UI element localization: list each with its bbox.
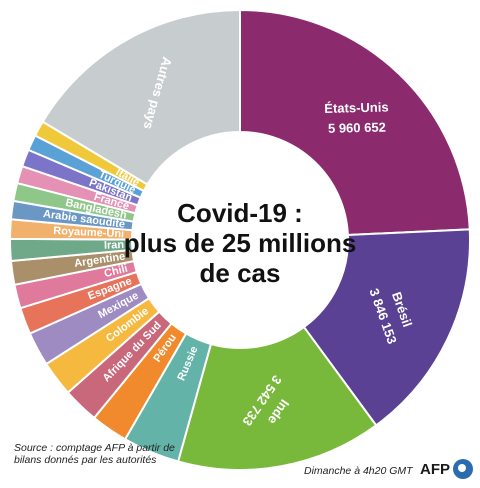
value-label-etats-unis: 5 960 652 bbox=[328, 120, 386, 136]
label-text-chili: Chili bbox=[103, 263, 129, 280]
slice-etats-unis bbox=[239, 8, 471, 237]
label-text-iran: Iran bbox=[104, 239, 125, 252]
source-note: Source : comptage AFP à partir de bilans… bbox=[14, 442, 175, 466]
logo-circle-icon bbox=[453, 459, 473, 479]
label-iran: Iran bbox=[104, 239, 125, 252]
afp-logo: AFP bbox=[420, 459, 473, 479]
label-text-etats-unis: États-Unis bbox=[324, 99, 389, 115]
title-line-3: de cas bbox=[199, 258, 281, 288]
label-etats-unis: États-Unis 5 960 652 bbox=[324, 99, 389, 135]
title-line-1: Covid-19 : bbox=[177, 198, 303, 228]
logo-text: AFP bbox=[420, 460, 450, 478]
slice-inde bbox=[176, 325, 378, 471]
slice-bresil bbox=[302, 228, 471, 427]
chart-title: Covid-19 : plus de 25 millions de cas bbox=[120, 198, 360, 288]
dateline: Dimanche à 4h20 GMT bbox=[304, 465, 413, 477]
slice-autres-pays bbox=[41, 8, 241, 186]
label-chili: Chili bbox=[103, 263, 129, 280]
title-line-2: plus de 25 millions bbox=[123, 228, 357, 258]
